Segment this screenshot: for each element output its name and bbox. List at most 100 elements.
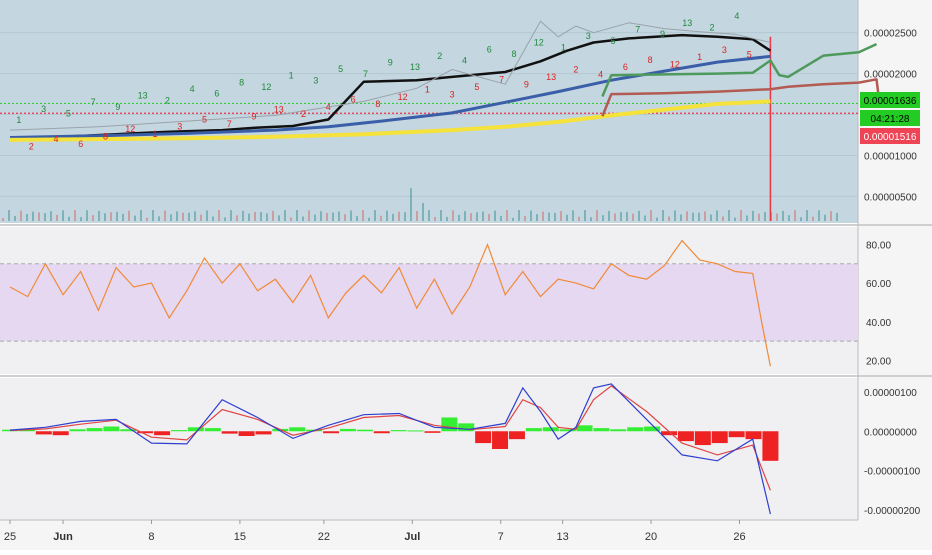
volume-bar [392, 213, 394, 221]
td-marker: 2 [437, 51, 442, 61]
volume-bar [152, 210, 154, 221]
volume-bar [506, 210, 508, 221]
macd-histogram-bar [52, 431, 69, 436]
volume-bar [710, 214, 712, 221]
volume-bar [248, 213, 250, 221]
td-marker: 12 [261, 82, 271, 92]
volume-bar [26, 214, 28, 221]
axes: 25 Jun 8 15 22 Jul 7 13 20 26 [4, 520, 746, 543]
x-axis-bg [0, 520, 932, 550]
volume-bar [494, 210, 496, 221]
macd-histogram-bar [187, 427, 204, 432]
volume-bar [302, 216, 304, 221]
volume-bar [830, 211, 832, 221]
volume-bar [110, 212, 112, 221]
volume-bar [788, 215, 790, 221]
td-marker: 6 [623, 62, 628, 72]
volume-bar [428, 210, 430, 221]
volume-bar [92, 215, 94, 221]
macd-line [9, 383, 771, 515]
td-marker: 9 [252, 112, 257, 122]
volume-bar [554, 212, 556, 221]
volume-bar [98, 210, 100, 221]
volume-bar [230, 210, 232, 221]
volume-bar [362, 210, 364, 221]
volume-bar [116, 211, 118, 221]
macd-histogram-bar [475, 431, 492, 444]
td-marker: 3 [313, 75, 318, 85]
td-marker: 2 [165, 95, 170, 105]
volume-bar [158, 216, 160, 221]
macd-histogram-bar [458, 423, 475, 432]
volume-bar [632, 213, 634, 221]
volume-bar [2, 218, 4, 221]
macd-histogram-bar [323, 431, 340, 434]
td-marker: 3 [41, 104, 46, 114]
macd-histogram-bar [542, 427, 559, 432]
volume-bar [218, 210, 220, 221]
macd-histogram-bar [762, 431, 779, 461]
volume-bar [794, 210, 796, 221]
td-marker: 3 [586, 31, 591, 41]
td-marker: 5 [66, 109, 71, 119]
macd-histogram-bar [373, 431, 390, 434]
rsi-tick-label: 80.00 [866, 240, 891, 251]
td-marker: 3 [177, 122, 182, 132]
td-marker: 4 [326, 102, 331, 112]
volume-bar [584, 210, 586, 221]
volume-bar [728, 210, 730, 221]
volume-bar [602, 215, 604, 221]
volume-bar [764, 211, 766, 221]
countdown-label: 04:21:28 [871, 114, 910, 125]
td-marker: 1 [289, 71, 294, 81]
x-tick-label: 26 [733, 531, 745, 543]
td-marker: 4 [53, 134, 58, 144]
macd-histogram-bar [627, 427, 644, 432]
td-marker: 4 [734, 11, 739, 21]
td-marker: 12 [125, 124, 135, 134]
volume-bar [14, 215, 16, 221]
td-marker: 2 [29, 141, 34, 151]
volume-bar [824, 214, 826, 221]
macd-histogram-bar [255, 431, 272, 435]
low-price-badge: 0.00001516 [860, 128, 920, 144]
volume-bar [128, 210, 130, 221]
volume-bar [818, 210, 820, 221]
volume-bar [608, 210, 610, 221]
macd-histogram-bar [424, 431, 441, 433]
td-marker: 5 [202, 114, 207, 124]
td-marker: 1 [561, 42, 566, 52]
volume-bar [74, 210, 76, 221]
volume-bar [260, 212, 262, 221]
macd-histogram-bar [593, 428, 610, 432]
price-tick-label: 0.00002500 [864, 29, 917, 40]
volume-bar [716, 210, 718, 221]
td-marker: 1 [153, 129, 158, 139]
volume-bar [734, 217, 736, 221]
volume-bar [62, 210, 64, 221]
volume-bar [704, 211, 706, 221]
rsi-line [9, 239, 771, 367]
macd-histogram-bar [103, 426, 120, 432]
volume-bar [308, 210, 310, 221]
volume-bar [524, 216, 526, 221]
volume-bar [104, 213, 106, 221]
macd-tick-label: 0.00000000 [864, 427, 917, 438]
y-axis-bg [858, 0, 932, 520]
td-marker: 13 [410, 62, 420, 72]
macd-histogram-bar [610, 429, 627, 432]
volume-bar [560, 211, 562, 221]
x-tick-label: 7 [498, 531, 504, 543]
volume-bar [296, 210, 298, 221]
countdown-badge: 04:21:28 [860, 110, 920, 126]
macd-histogram-bar [525, 428, 542, 432]
volume-bar [722, 216, 724, 221]
volume-bar [572, 210, 574, 221]
volume-bar [578, 216, 580, 221]
td-marker: 5 [474, 82, 479, 92]
volume-bar [542, 211, 544, 221]
price-series-band-green [601, 42, 878, 97]
macd-histogram-bar [120, 429, 137, 432]
volume-bar [140, 210, 142, 221]
td-marker: 12 [670, 60, 680, 70]
